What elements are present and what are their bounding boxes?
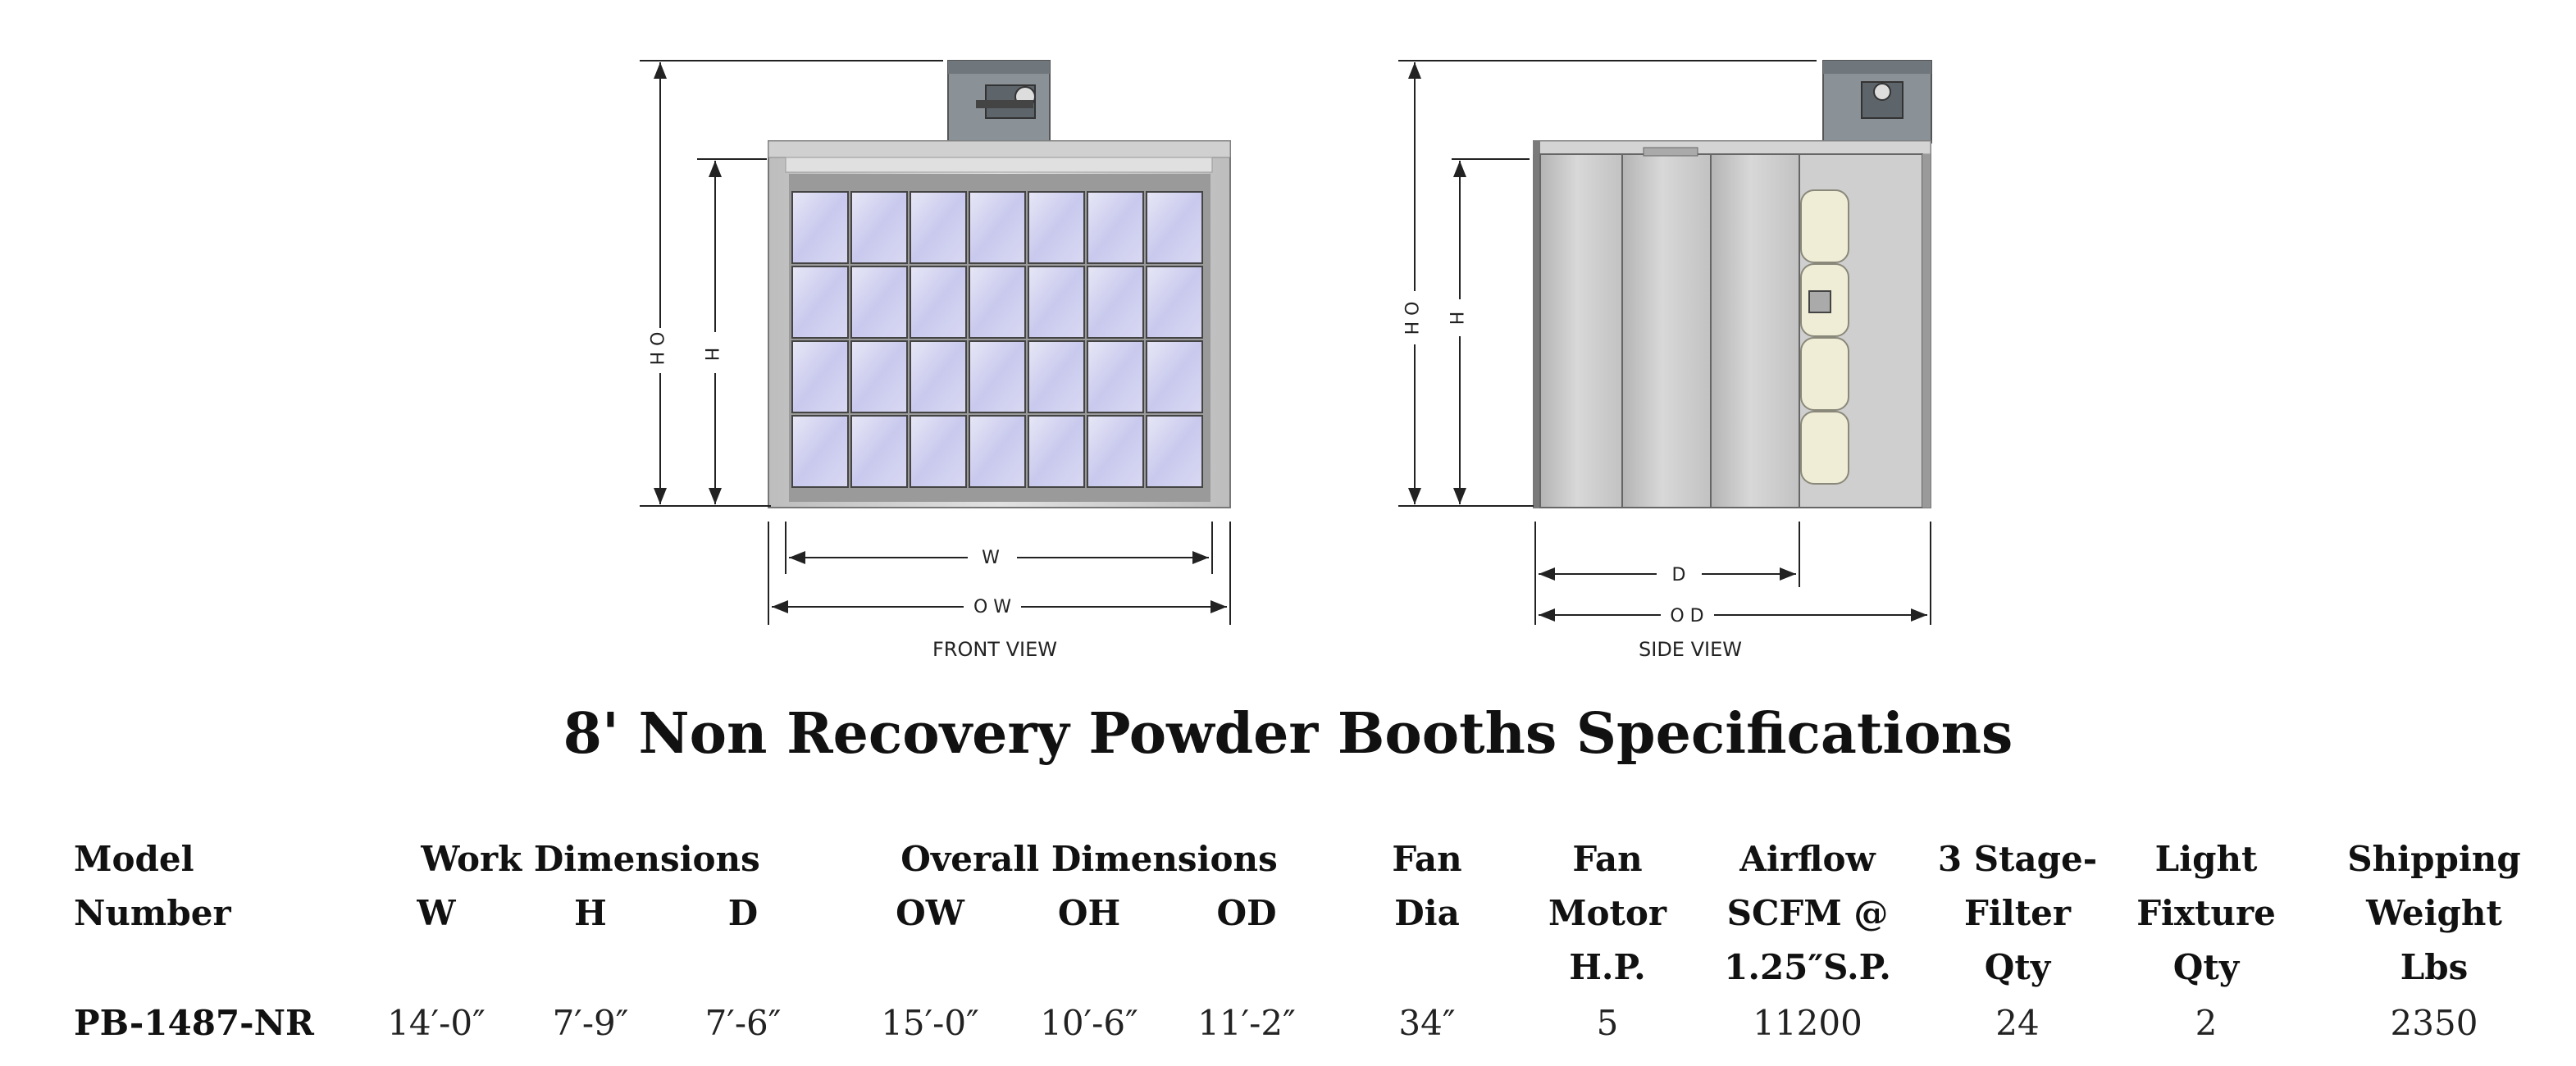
glass-pane <box>850 415 908 488</box>
glass-pane <box>1146 340 1203 413</box>
header-model: Model Number <box>74 832 231 941</box>
glass-pane <box>1146 191 1203 264</box>
glass-pane <box>850 191 908 264</box>
glass-pane <box>910 415 967 488</box>
header-airflow-line2: SCFM @ <box>1726 893 1889 933</box>
cell-fan-motor: 5 <box>1596 1003 1619 1043</box>
side-oh-label: O H <box>1400 302 1420 335</box>
header-work-h: H <box>574 893 607 933</box>
header-light: Light Fixture Qty <box>2136 832 2276 995</box>
glass-pane <box>1087 191 1144 264</box>
glass-pane <box>1028 340 1085 413</box>
header-light-line2: Fixture <box>2136 893 2276 933</box>
cell-filter: 24 <box>1995 1003 2040 1043</box>
glass-pane <box>1087 415 1144 488</box>
cell-shipping: 2350 <box>2390 1003 2478 1043</box>
front-fan-unit <box>947 60 1051 144</box>
front-ow-label: O W <box>973 597 1011 617</box>
glass-pane <box>1028 266 1085 339</box>
header-fan-motor-line1: Fan <box>1572 839 1643 879</box>
header-od: OD <box>1216 893 1277 933</box>
header-light-line3: Qty <box>2173 947 2240 987</box>
side-dimensions <box>1398 60 1931 625</box>
side-view-label: SIDE VIEW <box>1639 638 1742 661</box>
glass-pane <box>969 340 1026 413</box>
header-filter-line3: Qty <box>1984 947 2051 987</box>
side-view <box>1533 60 1932 508</box>
glass-pane <box>910 266 967 339</box>
header-fan-dia: Fan Dia <box>1392 832 1461 941</box>
header-shipping-line2: Weight <box>2366 893 2502 933</box>
header-fan-motor-line3: H.P. <box>1569 947 1646 987</box>
glass-pane <box>791 266 849 339</box>
header-work-w: W <box>417 893 456 933</box>
glass-pane <box>1028 191 1085 264</box>
header-filter-line2: Filter <box>1964 893 2071 933</box>
header-airflow: Airflow SCFM @ 1.25″S.P. <box>1724 832 1891 995</box>
cell-oh: 10′-6″ <box>1040 1003 1138 1043</box>
front-glass-grid <box>791 191 1203 488</box>
header-fan-dia-line2: Dia <box>1394 893 1460 933</box>
glass-pane <box>969 266 1026 339</box>
header-filter: 3 Stage- Filter Qty <box>1938 832 2097 995</box>
header-shipping-line1: Shipping <box>2347 839 2521 879</box>
header-shipping-line3: Lbs <box>2400 947 2469 987</box>
cell-light: 2 <box>2195 1003 2218 1043</box>
header-fan-motor-line2: Motor <box>1548 893 1667 933</box>
side-filter-panels <box>1800 189 1849 485</box>
header-fan-motor: Fan Motor H.P. <box>1548 832 1666 995</box>
glass-pane <box>969 191 1026 264</box>
front-w-label: W <box>982 548 1000 568</box>
glass-pane <box>910 191 967 264</box>
front-view <box>768 60 1231 508</box>
header-filter-line1: 3 Stage- <box>1937 839 2098 879</box>
page-title: 8' Non Recovery Powder Booths Specificat… <box>563 701 2013 767</box>
header-work-dimensions: Work Dimensions <box>421 839 760 879</box>
header-overall-dimensions: Overall Dimensions <box>900 839 1278 879</box>
header-oh: OH <box>1057 893 1121 933</box>
glass-pane <box>791 415 849 488</box>
glass-pane <box>1087 266 1144 339</box>
cell-fan-dia: 34″ <box>1398 1003 1456 1043</box>
header-fan-dia-line1: Fan <box>1392 839 1462 879</box>
side-d-label: D <box>1672 565 1686 585</box>
cell-model: PB-1487-NR <box>74 1003 314 1043</box>
glass-pane <box>969 415 1026 488</box>
side-fan-unit <box>1822 60 1932 144</box>
glass-pane <box>791 191 849 264</box>
glass-pane <box>850 266 908 339</box>
glass-pane <box>910 340 967 413</box>
cell-d: 7′-6″ <box>704 1003 782 1043</box>
glass-pane <box>1146 415 1203 488</box>
side-od-label: O D <box>1670 606 1703 626</box>
glass-pane <box>1028 415 1085 488</box>
header-ow: OW <box>896 893 964 933</box>
side-h-label: H <box>1445 312 1466 326</box>
header-model-line2: Number <box>74 893 231 933</box>
glass-pane <box>850 340 908 413</box>
header-model-line1: Model <box>74 839 194 879</box>
header-airflow-line1: Airflow <box>1739 839 1876 879</box>
front-view-label: FRONT VIEW <box>932 638 1057 661</box>
front-oh-label: O H <box>645 332 666 366</box>
header-light-line1: Light <box>2154 839 2258 879</box>
header-work-d: D <box>727 893 759 933</box>
cell-od: 11′-2″ <box>1197 1003 1296 1043</box>
header-airflow-line3: 1.25″S.P. <box>1724 947 1891 987</box>
glass-pane <box>1146 266 1203 339</box>
front-dimensions <box>640 60 1231 625</box>
cell-airflow: 11200 <box>1753 1003 1862 1043</box>
booth-drawings: O H H W O W FRONT VIEW <box>640 60 1932 661</box>
cell-w: 14′-0″ <box>387 1003 486 1043</box>
front-h-label: H <box>700 348 721 362</box>
cell-ow: 15′-0″ <box>881 1003 979 1043</box>
glass-pane <box>791 340 849 413</box>
header-shipping: Shipping Weight Lbs <box>2347 832 2520 995</box>
glass-pane <box>1087 340 1144 413</box>
cell-h: 7′-9″ <box>552 1003 629 1043</box>
